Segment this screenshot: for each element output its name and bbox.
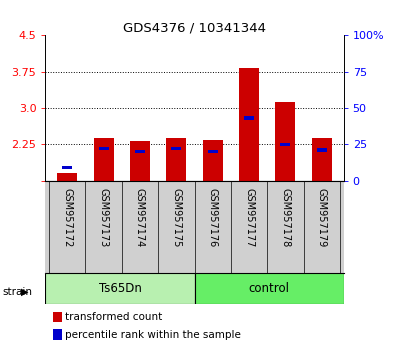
Text: percentile rank within the sample: percentile rank within the sample bbox=[65, 330, 241, 340]
Bar bbox=[203, 141, 223, 181]
Text: Ts65Dn: Ts65Dn bbox=[98, 282, 141, 295]
Bar bbox=[317, 148, 327, 152]
Text: transformed count: transformed count bbox=[65, 312, 162, 322]
Bar bbox=[166, 138, 186, 181]
Text: GSM957172: GSM957172 bbox=[62, 188, 72, 247]
Text: strain: strain bbox=[2, 287, 32, 297]
Bar bbox=[135, 150, 145, 153]
Text: GSM957174: GSM957174 bbox=[135, 188, 145, 247]
Bar bbox=[244, 116, 254, 120]
Bar bbox=[99, 147, 109, 150]
Text: GSM957179: GSM957179 bbox=[317, 188, 327, 247]
Bar bbox=[275, 102, 295, 181]
Bar bbox=[94, 138, 114, 181]
Bar bbox=[208, 150, 218, 153]
Text: GSM957173: GSM957173 bbox=[99, 188, 109, 247]
Bar bbox=[280, 143, 290, 146]
Bar bbox=[239, 68, 259, 181]
Bar bbox=[130, 141, 150, 181]
Text: ▶: ▶ bbox=[21, 287, 29, 297]
Title: GDS4376 / 10341344: GDS4376 / 10341344 bbox=[123, 21, 266, 34]
Text: GSM957176: GSM957176 bbox=[208, 188, 218, 247]
Bar bbox=[312, 138, 332, 181]
Bar bbox=[171, 147, 181, 150]
Bar bbox=[194, 273, 344, 304]
Text: GSM957175: GSM957175 bbox=[171, 188, 181, 247]
Text: GSM957177: GSM957177 bbox=[244, 188, 254, 247]
Text: GSM957178: GSM957178 bbox=[280, 188, 290, 247]
Bar bbox=[57, 173, 77, 181]
Bar bbox=[45, 273, 194, 304]
Bar bbox=[62, 166, 72, 169]
Text: control: control bbox=[248, 282, 290, 295]
